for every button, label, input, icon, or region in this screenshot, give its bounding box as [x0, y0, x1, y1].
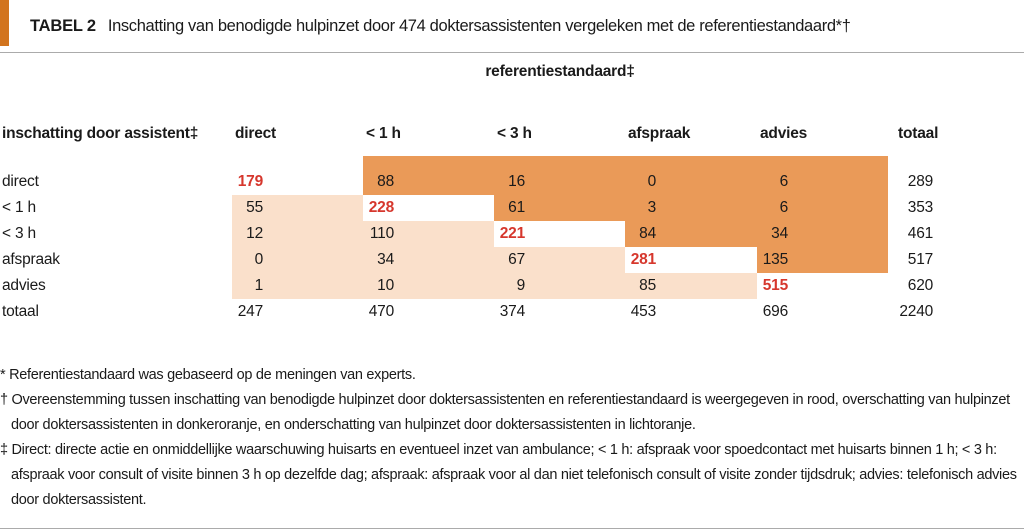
group-header-spacer-left — [0, 53, 232, 91]
row-label: < 1 h — [2, 199, 36, 216]
cell-value: 85 — [639, 277, 656, 294]
table-row-advies: advies 1 10 9 85 515 620 — [0, 273, 1024, 299]
col-header-totaal: totaal — [888, 91, 1024, 154]
cell-value: 34 — [377, 251, 394, 268]
cell-value: 9 — [516, 277, 526, 294]
col-header-afspraak: afspraak — [625, 91, 757, 154]
col-header-lt3h: < 3 h — [494, 91, 625, 154]
table-row-afspraak: afspraak 0 34 67 281 135 517 — [0, 247, 1024, 273]
cell-value: 453 — [630, 303, 656, 320]
group-header-spacer-right — [888, 53, 1024, 91]
cell-value-total: 2240 — [899, 303, 934, 320]
col-header-lt1h: < 1 h — [363, 91, 494, 154]
group-header-row: referentiestandaard‡ — [0, 53, 1024, 91]
table-row-lt1h: < 1 h 55 228 61 3 6 353 — [0, 195, 1024, 221]
table-title: Inschatting van benodigde hulpinzet door… — [107, 16, 851, 35]
cell-value: 67 — [508, 251, 525, 268]
cell-value: 0 — [647, 173, 657, 190]
row-label: afspraak — [2, 251, 60, 268]
cell-value: 374 — [499, 303, 525, 320]
stub-header: inschatting door assistent‡ — [0, 91, 232, 154]
row-label: < 3 h — [2, 225, 36, 242]
cell-value: 55 — [246, 199, 263, 216]
cell-value: 135 — [762, 251, 788, 268]
group-header: referentiestandaard‡ — [485, 63, 635, 80]
footnote-double-dagger: ‡ Direct: directe actie en onmiddellijke… — [0, 442, 1017, 508]
cell-value: 0 — [254, 251, 264, 268]
row-label: totaal — [2, 303, 39, 320]
cell-value: 6 — [779, 199, 789, 216]
row-label: direct — [0, 150, 232, 195]
table-row-totaal: totaal 247 470 374 453 696 2240 — [0, 299, 1024, 325]
cell-value-total: 461 — [907, 225, 934, 242]
cell-value: 281 — [630, 251, 656, 268]
col-header-direct: direct — [232, 91, 363, 154]
cell-value: 34 — [771, 225, 788, 242]
cell-value: 221 — [499, 225, 525, 242]
table-number: TABEL 2 — [30, 16, 96, 35]
table-title-bar: TABEL 2 Inschatting van benodigde hulpin… — [0, 0, 1024, 53]
accent-bar — [0, 0, 9, 46]
cell-value: 247 — [237, 303, 263, 320]
cell-value-total: 289 — [907, 173, 934, 190]
cell-value: 696 — [762, 303, 788, 320]
cell-value-total: 517 — [907, 251, 934, 268]
confusion-matrix-table: referentiestandaard‡ inschatting door as… — [0, 53, 1024, 325]
cell-value: 1 — [254, 277, 264, 294]
col-header-advies: advies — [757, 91, 889, 154]
table-head: referentiestandaard‡ inschatting door as… — [0, 53, 1024, 154]
cell-value: 110 — [369, 225, 394, 242]
cell-value: 515 — [762, 277, 788, 294]
cell-value: 10 — [377, 277, 394, 294]
cell-value: 88 — [377, 173, 394, 190]
cell-value: 84 — [639, 225, 656, 242]
cell-value: 228 — [368, 199, 394, 216]
row-label: advies — [2, 277, 46, 294]
cell-value: 16 — [508, 173, 525, 190]
cell-value: 3 — [647, 199, 657, 216]
cell-value: 6 — [779, 173, 789, 190]
table-row-lt3h: < 3 h 12 110 221 84 34 461 — [0, 221, 1024, 247]
table-row-direct: direct 179 88 16 0 6 289 — [0, 150, 1024, 195]
cell-value: 179 — [237, 173, 263, 190]
cell-value: 61 — [508, 199, 525, 216]
footnotes-block: * Referentiestandaard was gebaseerd op d… — [0, 363, 1024, 529]
footnote-dagger: † Overeenstemming tussen inschatting van… — [0, 392, 1010, 433]
cell-value-total: 620 — [907, 277, 934, 294]
cell-value: 470 — [368, 303, 394, 320]
cell-value: 12 — [246, 225, 263, 242]
footnote-asterisk: * Referentiestandaard was gebaseerd op d… — [0, 367, 416, 383]
column-header-row: inschatting door assistent‡ direct < 1 h… — [0, 91, 1024, 154]
table-body: direct 179 88 16 0 6 289 < 1 h 55 228 61… — [0, 150, 1024, 325]
cell-value-total: 353 — [907, 199, 934, 216]
